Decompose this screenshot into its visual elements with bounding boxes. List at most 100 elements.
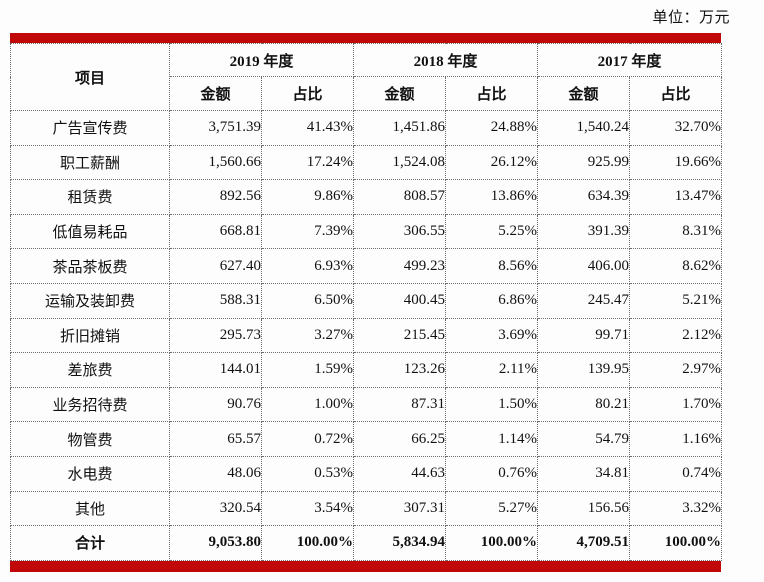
item-label: 业务招待费 [10,386,170,423]
table-row: 职工薪酬 1,560.66 17.24% 1,524.08 26.12% 925… [10,144,723,181]
bottom-red-divider [10,561,721,572]
total-ratio-2018-cell: 100.00% [445,525,539,561]
total-ratio-2017-cell: 100.00% [629,525,723,561]
expense-table: 项目 2019 年度 2018 年度 2017 年度 金额 占比 金额 占比 金… [10,43,723,561]
amount-2018-cell: 44.63 [353,455,447,492]
ratio-2017-cell: 2.97% [629,352,723,388]
item-label: 广告宣传费 [10,110,170,146]
table-row: 运输及装卸费 588.31 6.50% 400.45 6.86% 245.47 … [10,282,723,319]
item-label: 茶品茶板费 [10,248,170,284]
amount-2017-cell: 54.79 [537,421,631,457]
amount-2019-cell: 65.57 [169,421,262,457]
table-row: 折旧摊销 295.73 3.27% 215.45 3.69% 99.71 2.1… [10,317,723,354]
amount-2018-cell: 307.31 [353,490,447,527]
amount-2017-cell: 391.39 [537,213,631,250]
ratio-2019-cell: 17.24% [260,144,355,181]
ratio-2017-cell: 8.62% [629,248,723,284]
amount-2017-cell: 925.99 [537,144,631,181]
top-red-divider [10,33,721,43]
total-amount-2017-cell: 4,709.51 [537,525,631,561]
amount-2018-cell: 1,451.86 [353,110,447,146]
amount-2017-cell: 245.47 [537,282,631,319]
ratio-2019-cell: 41.43% [260,110,355,146]
ratio-2017-cell: 3.32% [629,490,723,527]
item-label: 差旅费 [10,352,170,388]
amount-2018-cell: 400.45 [353,282,447,319]
amount-2017-cell: 156.56 [537,490,631,527]
total-amount-2019-cell: 9,053.80 [169,525,262,561]
total-label: 合计 [10,525,170,561]
table-row: 低值易耗品 668.81 7.39% 306.55 5.25% 391.39 8… [10,213,723,250]
amount-2018-cell: 215.45 [353,317,447,354]
amount-2018-cell: 499.23 [353,248,447,284]
column-header-amount-2019: 金额 [169,76,262,111]
table-row: 茶品茶板费 627.40 6.93% 499.23 8.56% 406.00 8… [10,248,723,284]
ratio-2018-cell: 5.27% [445,490,539,527]
item-label: 折旧摊销 [10,317,170,354]
ratio-2018-cell: 6.86% [445,282,539,319]
amount-2017-cell: 99.71 [537,317,631,354]
amount-2018-cell: 306.55 [353,213,447,250]
amount-2018-cell: 1,524.08 [353,144,447,181]
column-header-year-2017: 2017 年度 [537,43,723,77]
ratio-2017-cell: 32.70% [629,110,723,146]
amount-2019-cell: 588.31 [169,282,262,319]
column-header-amount-2017: 金额 [537,76,631,111]
table-row: 物管费 65.57 0.72% 66.25 1.14% 54.79 1.16% [10,421,723,457]
ratio-2017-cell: 8.31% [629,213,723,250]
table-row: 租赁费 892.56 9.86% 808.57 13.86% 634.39 13… [10,179,723,215]
column-header-item: 项目 [10,43,170,111]
column-header-amount-2018: 金额 [353,76,447,111]
ratio-2017-cell: 2.12% [629,317,723,354]
ratio-2019-cell: 1.00% [260,386,355,423]
column-header-ratio-2017: 占比 [629,76,723,111]
ratio-2017-cell: 19.66% [629,144,723,181]
ratio-2019-cell: 1.59% [260,352,355,388]
amount-2019-cell: 668.81 [169,213,262,250]
table-total-row: 合计 9,053.80 100.00% 5,834.94 100.00% 4,7… [10,525,723,561]
item-label: 职工薪酬 [10,144,170,181]
ratio-2018-cell: 1.50% [445,386,539,423]
ratio-2018-cell: 5.25% [445,213,539,250]
ratio-2017-cell: 5.21% [629,282,723,319]
ratio-2017-cell: 0.74% [629,455,723,492]
column-header-year-2018: 2018 年度 [353,43,539,77]
ratio-2018-cell: 8.56% [445,248,539,284]
amount-2018-cell: 87.31 [353,386,447,423]
amount-2017-cell: 1,540.24 [537,110,631,146]
amount-2017-cell: 139.95 [537,352,631,388]
ratio-2019-cell: 9.86% [260,179,355,215]
ratio-2017-cell: 1.70% [629,386,723,423]
amount-2019-cell: 90.76 [169,386,262,423]
item-label: 运输及装卸费 [10,282,170,319]
amount-2017-cell: 634.39 [537,179,631,215]
column-header-ratio-2018: 占比 [445,76,539,111]
ratio-2019-cell: 6.50% [260,282,355,319]
item-label: 其他 [10,490,170,527]
ratio-2018-cell: 2.11% [445,352,539,388]
ratio-2017-cell: 1.16% [629,421,723,457]
unit-label: 单位：万元 [652,10,730,26]
ratio-2018-cell: 0.76% [445,455,539,492]
ratio-2019-cell: 3.27% [260,317,355,354]
table-row: 水电费 48.06 0.53% 44.63 0.76% 34.81 0.74% [10,455,723,492]
total-ratio-2019-cell: 100.00% [260,525,355,561]
amount-2019-cell: 48.06 [169,455,262,492]
column-header-year-2019: 2019 年度 [168,43,355,77]
amount-2019-cell: 320.54 [169,490,262,527]
table-row: 其他 320.54 3.54% 307.31 5.27% 156.56 3.32… [10,490,723,527]
amount-2019-cell: 1,560.66 [169,144,262,181]
item-label: 租赁费 [10,179,170,215]
table-row: 广告宣传费 3,751.39 41.43% 1,451.86 24.88% 1,… [10,110,723,146]
column-header-ratio-2019: 占比 [260,76,355,111]
amount-2019-cell: 144.01 [169,352,262,388]
table-row: 业务招待费 90.76 1.00% 87.31 1.50% 80.21 1.70… [10,386,723,423]
amount-2019-cell: 627.40 [169,248,262,284]
table-header-years: 项目 2019 年度 2018 年度 2017 年度 [10,43,723,111]
item-label: 水电费 [10,455,170,492]
ratio-2017-cell: 13.47% [629,179,723,215]
ratio-2019-cell: 7.39% [260,213,355,250]
ratio-2018-cell: 1.14% [445,421,539,457]
item-label: 低值易耗品 [10,213,170,250]
